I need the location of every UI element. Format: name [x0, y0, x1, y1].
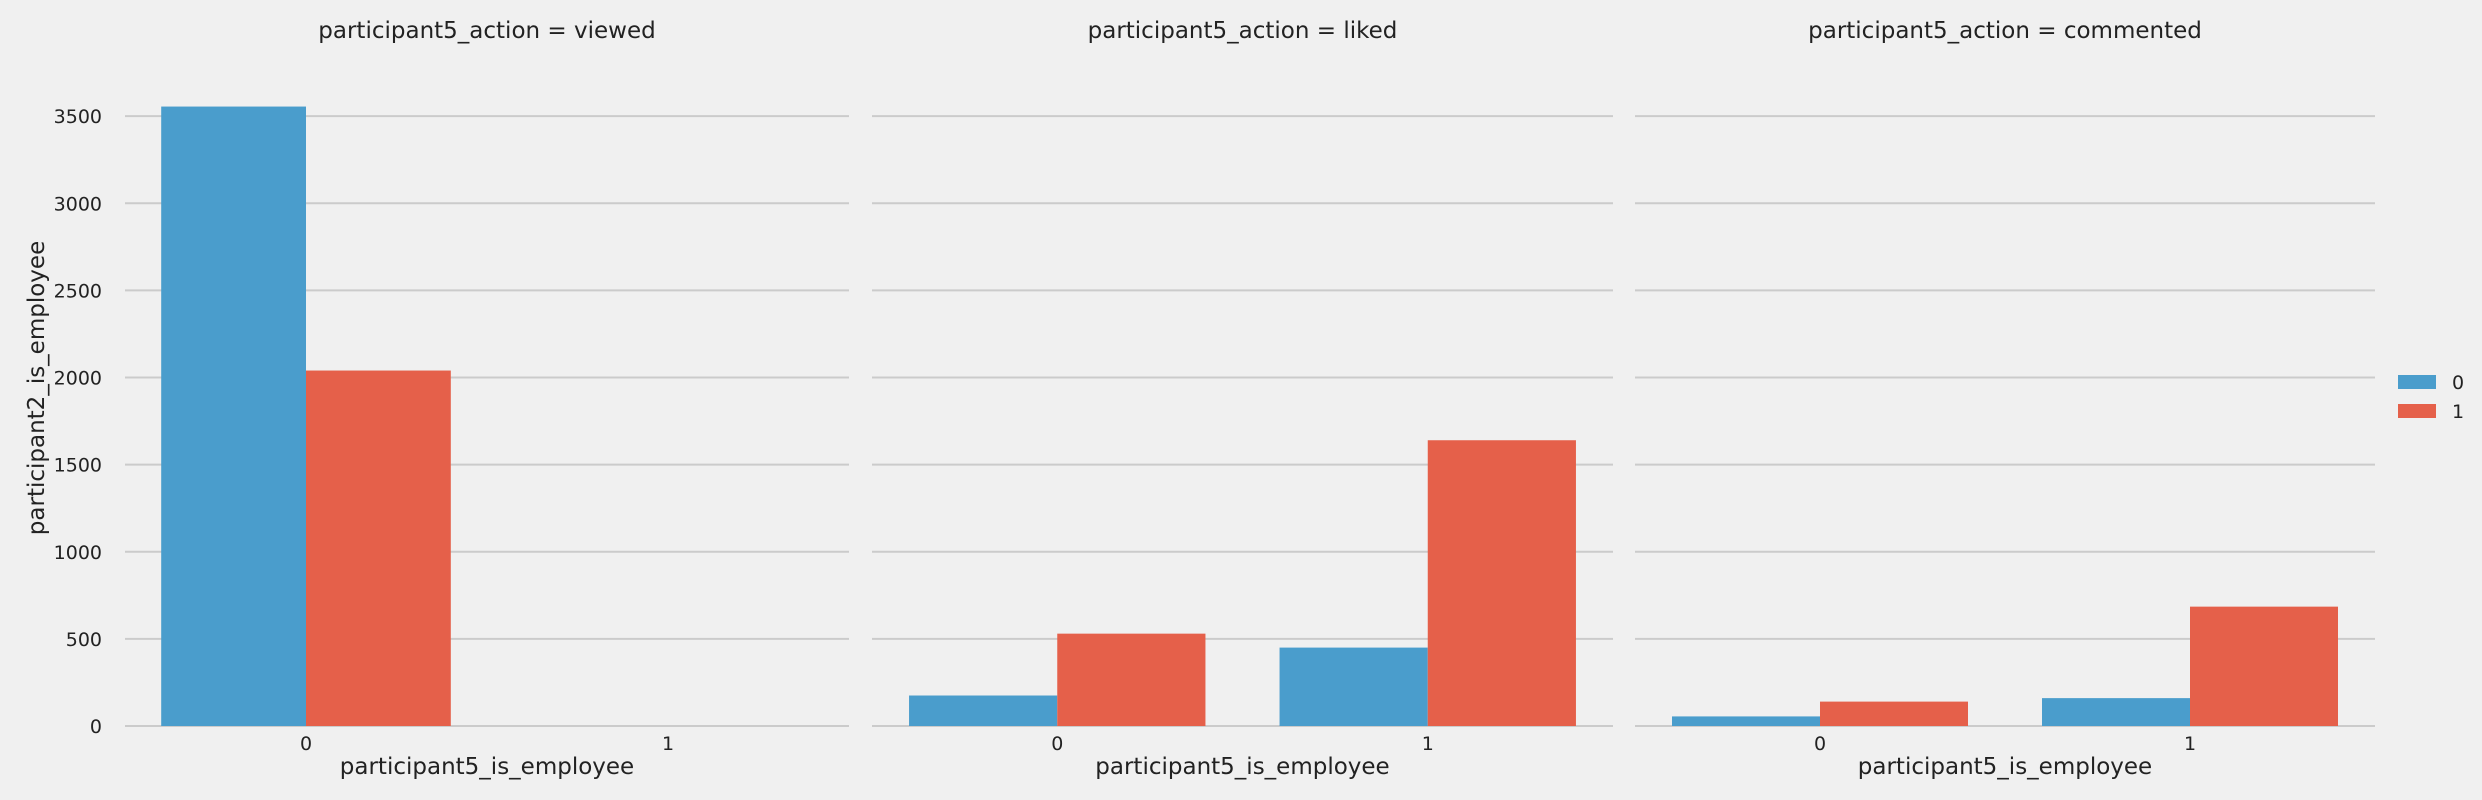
x-axis-label: participant5_is_employee	[340, 754, 634, 780]
legend-swatch	[2398, 375, 2436, 389]
y-axis-label: participant2_is_employee	[24, 241, 50, 535]
bar	[2190, 606, 2338, 726]
y-tick-label: 0	[90, 716, 102, 738]
bar	[1427, 440, 1576, 726]
bar	[1057, 633, 1206, 726]
y-tick-label: 1000	[54, 542, 102, 564]
x-tick-label: 1	[1422, 733, 1434, 755]
x-tick-label: 0	[300, 733, 312, 755]
bar	[1279, 647, 1428, 726]
y-tick-label: 2500	[54, 280, 102, 302]
bar	[161, 106, 306, 727]
y-tick-label: 2000	[54, 368, 102, 390]
legend-label: 0	[2452, 372, 2464, 394]
x-tick-label: 0	[1051, 733, 1063, 755]
legend-swatch	[2398, 404, 2436, 418]
bar	[1672, 716, 1820, 726]
x-tick-label: 1	[662, 733, 674, 755]
bar	[1820, 701, 1968, 726]
panel-title: participant5_action = viewed	[318, 18, 655, 44]
x-axis-label: participant5_is_employee	[1858, 754, 2152, 780]
bar	[2042, 698, 2190, 726]
y-tick-label: 3000	[54, 193, 102, 215]
x-tick-label: 0	[1814, 733, 1826, 755]
legend-label: 1	[2452, 401, 2464, 423]
panel-title: participant5_action = liked	[1088, 18, 1398, 44]
y-tick-label: 3500	[54, 106, 102, 128]
bar	[306, 370, 451, 726]
panel-title: participant5_action = commented	[1808, 18, 2202, 44]
y-tick-label: 500	[66, 629, 102, 651]
x-tick-label: 1	[2184, 733, 2196, 755]
y-tick-label: 1500	[54, 455, 102, 477]
x-axis-label: participant5_is_employee	[1095, 754, 1389, 780]
bar	[909, 695, 1058, 726]
